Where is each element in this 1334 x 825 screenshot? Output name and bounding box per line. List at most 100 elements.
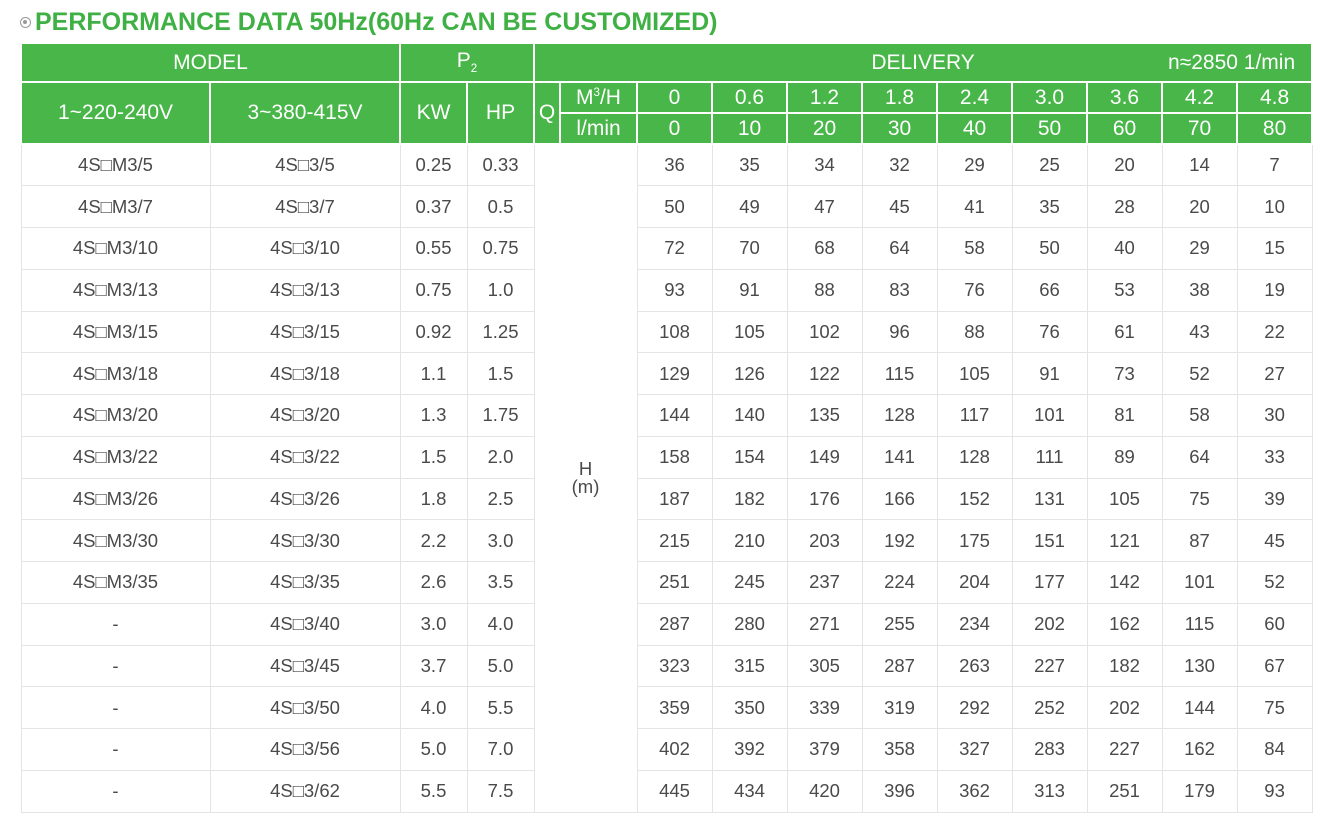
head-value-cell: 93	[636, 268, 713, 312]
m3h-header: M3/H	[559, 81, 638, 114]
flow-lmin-cell: 40	[936, 112, 1013, 145]
table-row: -4S□3/62 5.5 7.5 445 434 420 396 362 313 251 179 93	[20, 769, 1313, 813]
head-value-cell: 115	[1161, 602, 1238, 646]
head-value-cell: 315	[711, 644, 788, 688]
head-value-cell: 129	[636, 352, 713, 395]
head-value-cell: 40	[1086, 227, 1163, 270]
head-value-cell: 379	[786, 728, 863, 771]
head-value-cell: 91	[711, 268, 788, 312]
head-value-cell: 72	[636, 227, 713, 270]
head-value-cell: 50	[636, 185, 713, 228]
head-label-cell: H (m)	[533, 143, 638, 813]
table-row: -4S□3/40 3.0 4.0 287 280 271 255 234 202 162 115 60	[20, 602, 1313, 646]
three-phase-header: 3~380-415V	[209, 81, 401, 145]
table-row: 4S□M3/5 4S□3/5 0.25 0.33 H (m) 36 35 34 32 29 25 20 1…	[20, 143, 1313, 813]
model-single-phase-cell: 4S□M3/20	[20, 394, 211, 437]
hp-cell: 2.0	[466, 435, 535, 479]
head-value-cell: 263	[936, 644, 1013, 688]
table-row: 4S□M3/20 4S□3/20 1.3 1.75 144 140 135 128 117 101…	[20, 394, 1313, 437]
head-value-cell: 182	[711, 477, 788, 521]
model-single-phase-cell: 4S□M3/22	[20, 435, 211, 479]
hp-cell: 1.25	[466, 310, 535, 354]
table-row: -4S□3/50 4.0 5.5 359 350 339 319 292 252 202 144 75	[20, 686, 1313, 729]
head-value-cell: 101	[1011, 394, 1088, 437]
head-label: H	[578, 458, 593, 480]
head-value-cell: 204	[936, 561, 1013, 604]
hp-cell: 3.0	[466, 519, 535, 562]
head-value-cell: 67	[1236, 644, 1313, 688]
head-value-cell: 313	[1011, 769, 1088, 813]
head-value-cell: 10	[1236, 185, 1313, 228]
head-value-cell: 271	[786, 602, 863, 646]
head-value-cell: 7	[1236, 143, 1313, 187]
head-value-cell: 402	[636, 728, 713, 771]
head-value-cell: 76	[936, 268, 1013, 312]
q-header: Q	[533, 81, 561, 145]
flow-m3h-cell: 4.2	[1161, 81, 1238, 114]
flow-m3h-cell: 1.8	[861, 81, 938, 114]
head-value-cell: 88	[936, 310, 1013, 354]
head-value-cell: 28	[1086, 185, 1163, 228]
model-three-phase-cell: 4S□3/15	[209, 310, 401, 354]
head-value-cell: 131	[1011, 477, 1088, 521]
head-value-cell: 152	[936, 477, 1013, 521]
head-value-cell: 128	[861, 394, 938, 437]
head-value-cell: 36	[636, 143, 713, 187]
hp-cell: 1.0	[466, 268, 535, 312]
head-value-cell: 227	[1011, 644, 1088, 688]
head-value-cell: 251	[636, 561, 713, 604]
model-single-phase-cell: 4S□M3/13	[20, 268, 211, 312]
flow-m3h-cell: 1.2	[786, 81, 863, 114]
head-value-cell: 68	[786, 227, 863, 270]
head-value-cell: 162	[1161, 728, 1238, 771]
model-three-phase-cell: 4S□3/10	[209, 227, 401, 270]
model-three-phase-cell: 4S□3/18	[209, 352, 401, 395]
model-single-phase-cell: 4S□M3/35	[20, 561, 211, 604]
head-value-cell: 251	[1086, 769, 1163, 813]
head-value-cell: 128	[936, 435, 1013, 479]
head-value-cell: 50	[1011, 227, 1088, 270]
model-single-phase-cell: -	[20, 644, 211, 688]
head-value-cell: 358	[861, 728, 938, 771]
head-value-cell: 52	[1236, 561, 1313, 604]
hp-cell: 7.5	[466, 769, 535, 813]
head-value-cell: 158	[636, 435, 713, 479]
kw-header: KW	[399, 81, 468, 145]
flow-m3h-cell: 0.6	[711, 81, 788, 114]
head-value-cell: 101	[1161, 561, 1238, 604]
m3h-label: M	[576, 85, 594, 109]
head-value-cell: 108	[636, 310, 713, 354]
kw-cell: 5.5	[399, 769, 468, 813]
head-value-cell: 20	[1161, 185, 1238, 228]
model-single-phase-cell: -	[20, 769, 211, 813]
kw-cell: 0.37	[399, 185, 468, 228]
head-value-cell: 227	[1086, 728, 1163, 771]
flow-lmin-cell: 50	[1011, 112, 1088, 145]
head-value-cell: 327	[936, 728, 1013, 771]
head-value-cell: 179	[1161, 769, 1238, 813]
model-single-phase-cell: 4S□M3/7	[20, 185, 211, 228]
head-value-cell: 115	[861, 352, 938, 395]
table-row: 4S□M3/13 4S□3/13 0.75 1.0 93 91 88 83 76 66 53 38 19	[20, 268, 1313, 312]
hp-header: HP	[466, 81, 535, 145]
head-value-cell: 144	[636, 394, 713, 437]
head-value-cell: 154	[711, 435, 788, 479]
head-value-cell: 255	[861, 602, 938, 646]
table-row: 4S□M3/30 4S□3/30 2.2 3.0 215 210 203 192 175 151 1…	[20, 519, 1313, 562]
head-value-cell: 339	[786, 686, 863, 729]
model-three-phase-cell: 4S□3/26	[209, 477, 401, 521]
head-value-cell: 362	[936, 769, 1013, 813]
head-value-cell: 126	[711, 352, 788, 395]
kw-cell: 0.25	[399, 143, 468, 187]
kw-cell: 3.0	[399, 602, 468, 646]
head-value-cell: 30	[1236, 394, 1313, 437]
head-value-cell: 177	[1011, 561, 1088, 604]
head-value-cell: 187	[636, 477, 713, 521]
bullet-icon	[20, 16, 31, 28]
table-row: 4S□M3/18 4S□3/18 1.1 1.5 129 126 122 115 105 91 73…	[20, 352, 1313, 395]
head-value-cell: 27	[1236, 352, 1313, 395]
p2-header: P2	[399, 42, 535, 83]
table-row: -4S□3/45 3.7 5.0 323 315 305 287 263 227 182 130 67	[20, 644, 1313, 688]
page-title: PERFORMANCE DATA 50Hz(60Hz CAN BE CUSTOM…	[20, 6, 717, 38]
p2-label: P	[456, 49, 471, 73]
